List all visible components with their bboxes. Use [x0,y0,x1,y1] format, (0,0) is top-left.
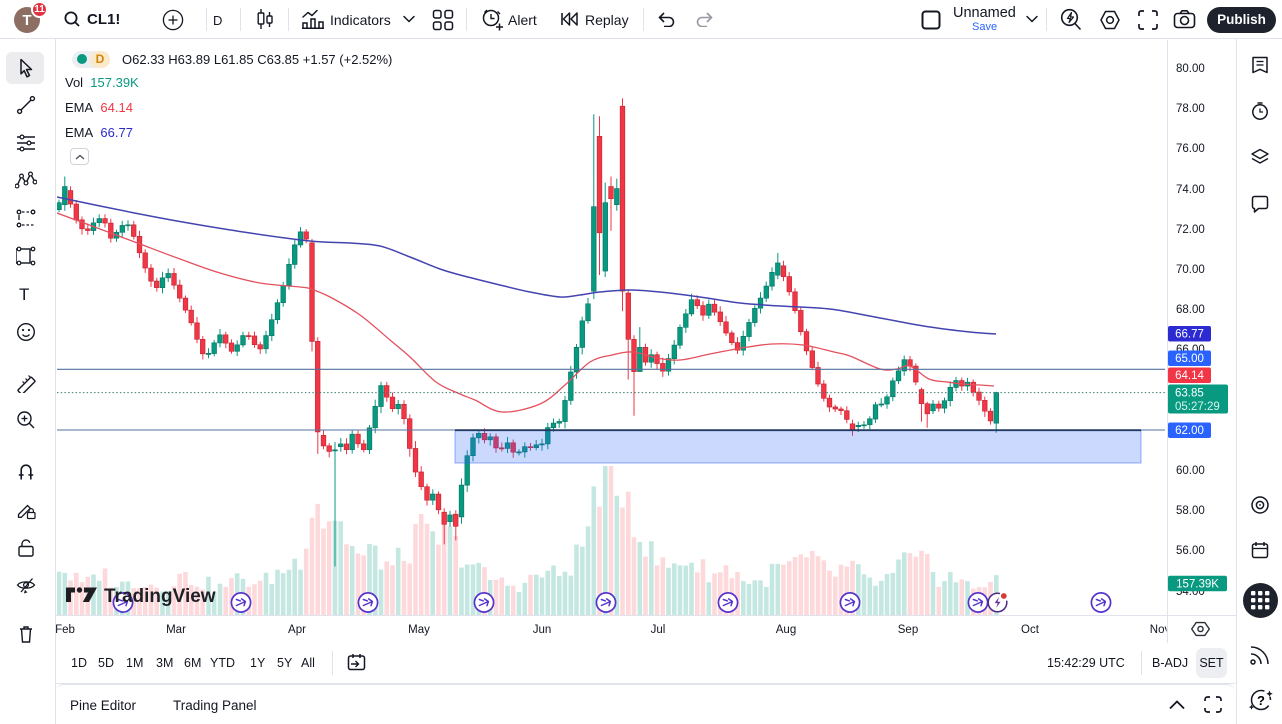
svg-text:Mar: Mar [166,624,186,636]
svg-text:Aug: Aug [776,624,796,636]
svg-text:72.00: 72.00 [1176,224,1205,236]
svg-text:68.00: 68.00 [1176,304,1205,316]
svg-text:64.14: 64.14 [1175,370,1204,382]
svg-text:Apr: Apr [288,624,306,636]
svg-text:58.00: 58.00 [1176,505,1205,517]
svg-text:65.00: 65.00 [1175,353,1204,365]
svg-text:Sep: Sep [898,624,918,636]
svg-text:63.85: 63.85 [1175,388,1204,400]
svg-text:60.00: 60.00 [1176,465,1205,477]
svg-text:Jul: Jul [651,624,666,636]
svg-text:66.77: 66.77 [1175,329,1204,341]
svg-text:62.00: 62.00 [1175,425,1204,437]
svg-text:74.00: 74.00 [1176,184,1205,196]
svg-text:78.00: 78.00 [1176,103,1205,115]
svg-text:Jun: Jun [533,624,552,636]
svg-text:76.00: 76.00 [1176,143,1205,155]
svg-text:56.00: 56.00 [1176,545,1205,557]
svg-text:Nov: Nov [1150,624,1171,636]
svg-text:?: ? [1257,693,1265,708]
svg-text:80.00: 80.00 [1176,63,1205,75]
svg-text:TradingView: TradingView [104,586,216,607]
svg-text:May: May [408,624,430,636]
svg-text:70.00: 70.00 [1176,264,1205,276]
svg-text:Oct: Oct [1021,624,1040,636]
svg-text:05:27:29: 05:27:29 [1175,401,1220,413]
svg-text:157.39K: 157.39K [1176,578,1219,590]
svg-text:Feb: Feb [56,624,75,636]
